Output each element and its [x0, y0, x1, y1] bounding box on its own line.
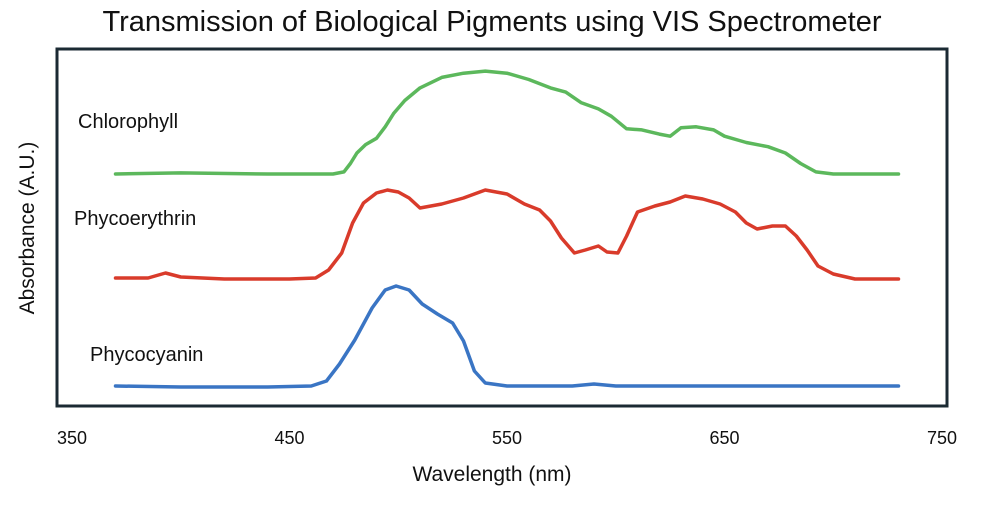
x-tick-label: 650	[709, 428, 739, 448]
x-tick-label: 350	[57, 428, 87, 448]
plot-frame	[55, 47, 949, 408]
series-label-phycoerythrin: Phycoerythrin	[74, 208, 196, 230]
chart-title: Transmission of Biological Pigments usin…	[102, 6, 882, 38]
series-label-group: Chlorophyll Phycoerythrin Phycocyanin	[74, 111, 203, 366]
series-label-phycocyanin: Phycocyanin	[90, 344, 203, 366]
x-tick-group: 350 450 550 650 750	[57, 428, 957, 448]
series-label-chlorophyll: Chlorophyll	[78, 111, 178, 133]
series-line-phycoerythrin	[113, 188, 901, 281]
x-tick-label: 550	[492, 428, 522, 448]
x-axis-label: Wavelength (nm)	[412, 463, 572, 486]
x-tick-label: 750	[927, 428, 957, 448]
series-group	[113, 69, 901, 389]
series-line-phycocyanin	[113, 284, 901, 389]
x-tick-label: 450	[274, 428, 304, 448]
series-line-chlorophyll	[113, 69, 901, 176]
